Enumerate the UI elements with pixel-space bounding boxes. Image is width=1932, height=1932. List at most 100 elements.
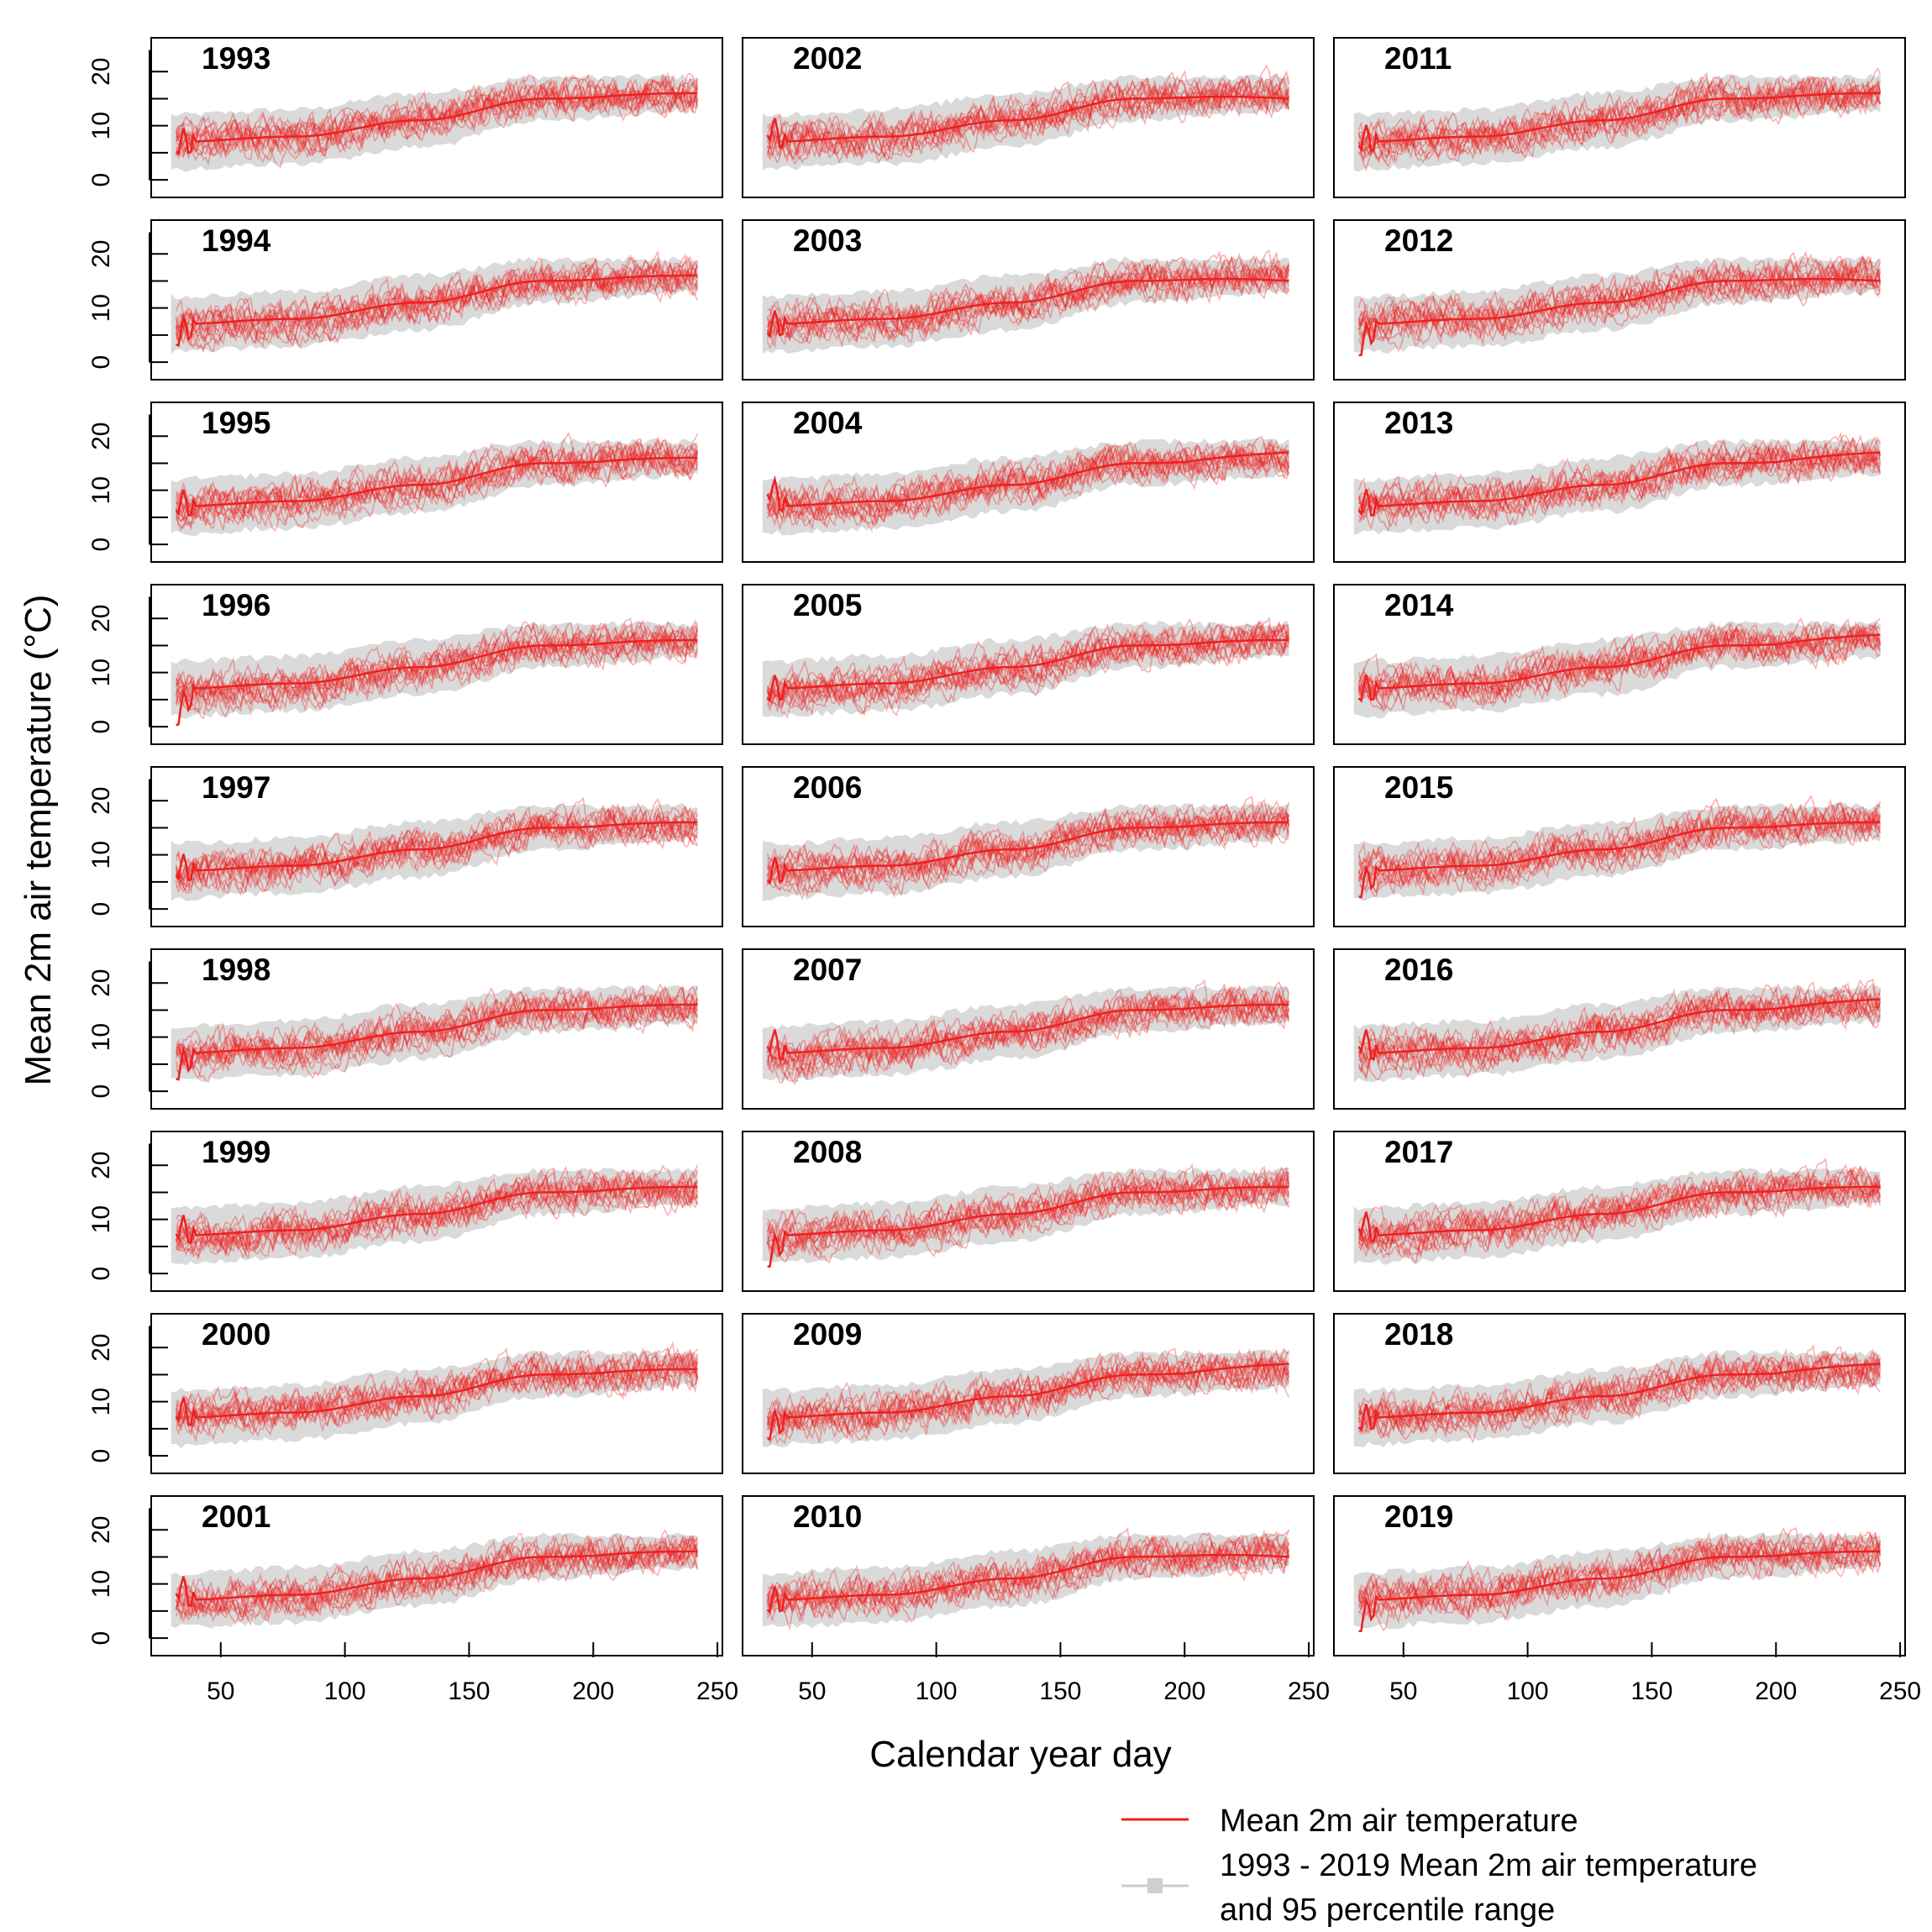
ensemble-trace	[175, 624, 698, 711]
y-tick-label: 10	[87, 112, 115, 139]
ensemble-trace	[176, 1171, 698, 1257]
ensemble-trace	[1357, 1167, 1882, 1266]
panel-2018: 2018	[1333, 1313, 1906, 1474]
ensemble-trace	[767, 1350, 1290, 1424]
ensemble-trace	[175, 1164, 699, 1252]
ensemble-trace	[175, 1537, 699, 1621]
ensemble-trace	[175, 987, 699, 1071]
panel-frame	[742, 1313, 1315, 1474]
ensemble-trace	[767, 1163, 1290, 1245]
mean-series	[1358, 1550, 1881, 1633]
ensemble-trace	[766, 249, 1290, 337]
ensemble-trace	[175, 798, 698, 891]
x-tick-label: 150	[448, 1677, 490, 1705]
ensemble-trace	[175, 1354, 699, 1443]
mean-series	[767, 1362, 1289, 1441]
ensemble-trace	[175, 808, 699, 895]
ensemble-trace	[1357, 1174, 1881, 1258]
panel-year-label: 2007	[793, 953, 862, 987]
ensemble-trace	[766, 438, 1289, 522]
ensemble-trace	[175, 258, 699, 345]
panel-frame	[742, 584, 1315, 745]
ensemble-trace	[175, 807, 699, 889]
x-tick-label: 50	[207, 1677, 234, 1705]
ensemble-trace	[1357, 76, 1881, 172]
y-tick-label: 20	[87, 1152, 115, 1179]
ensemble-trace	[1357, 804, 1881, 888]
ensemble-trace	[1357, 1354, 1882, 1435]
panel-year-label: 1999	[202, 1135, 270, 1169]
ensemble-trace	[175, 1352, 699, 1437]
panel-frame	[742, 948, 1315, 1110]
panel-frame	[150, 37, 723, 198]
ensemble-trace	[1357, 989, 1882, 1064]
x-tick-label: 250	[1288, 1677, 1330, 1705]
ensemble-trace	[175, 1350, 699, 1437]
ensemble-trace	[175, 1341, 699, 1428]
panel-2008: 2008	[742, 1131, 1315, 1292]
y-tick-label: 20	[87, 787, 115, 815]
ensemble-trace	[1357, 1164, 1881, 1245]
ensemble-trace	[766, 1352, 1290, 1435]
ensemble-trace	[176, 806, 699, 896]
panel-frame	[1333, 948, 1906, 1110]
ensemble-trace	[175, 1536, 699, 1622]
ensemble-trace	[175, 1537, 699, 1614]
ensemble-trace	[1357, 806, 1882, 888]
panel-frame	[742, 1495, 1315, 1656]
ensemble-trace	[1357, 77, 1882, 151]
panel-year-label: 2014	[1384, 588, 1454, 622]
y-tick-label: 0	[87, 1267, 115, 1281]
ensemble-trace	[176, 444, 699, 526]
panel-2001: 2001 0 10 20 50 100 150 200 250	[87, 1495, 738, 1705]
y-tick-label: 10	[87, 476, 115, 504]
y-tick-label: 10	[87, 1388, 115, 1415]
mean-series	[766, 638, 1289, 703]
panel-year-label: 2016	[1384, 953, 1453, 987]
ensemble-trace	[767, 800, 1290, 898]
ensemble-trace	[767, 1349, 1289, 1431]
mean-series	[767, 1185, 1289, 1268]
ensemble-trace	[767, 623, 1290, 705]
ensemble-trace	[175, 77, 699, 159]
mean-series	[766, 1003, 1289, 1061]
ensemble-trace	[767, 1535, 1289, 1617]
ensemble-trace	[175, 438, 699, 522]
ensemble-trace	[175, 77, 699, 155]
mean-series	[176, 1003, 698, 1081]
x-tick-label: 200	[572, 1677, 614, 1705]
panel-year-label: 2009	[793, 1317, 862, 1352]
ensemble-trace	[767, 76, 1290, 154]
ensemble-trace	[1357, 1532, 1882, 1614]
panel-2015: 2015	[1333, 766, 1906, 927]
panel-1993: 1993 0 10 20	[87, 37, 723, 198]
ensemble-trace	[1357, 1538, 1881, 1632]
ensemble-trace	[175, 254, 699, 352]
ensemble-trace	[1357, 1167, 1882, 1248]
ensemble-trace	[766, 1352, 1290, 1445]
ensemble-trace	[1357, 1533, 1882, 1615]
ensemble-trace	[175, 983, 699, 1056]
x-tick-label: 250	[1879, 1677, 1921, 1705]
ensemble-trace	[766, 442, 1290, 522]
ensemble-trace	[1357, 990, 1882, 1081]
x-tick-label: 200	[1163, 1677, 1205, 1705]
ensemble-trace	[766, 621, 1290, 716]
ensemble-trace	[1357, 1530, 1882, 1609]
ensemble-trace	[1357, 1169, 1882, 1257]
panel-frame	[1333, 37, 1906, 198]
ensemble-trace	[767, 991, 1290, 1078]
ensemble-trace	[176, 1534, 699, 1617]
ensemble-trace	[766, 1536, 1289, 1623]
y-tick-label: 20	[87, 58, 115, 86]
ensemble-trace	[1357, 805, 1882, 888]
mean-series	[1357, 92, 1881, 152]
ensemble-trace	[766, 77, 1290, 165]
ensemble-trace	[176, 263, 699, 339]
panel-year-label: 2017	[1384, 1135, 1453, 1169]
ensemble-trace	[766, 806, 1290, 882]
ensemble-trace	[767, 624, 1290, 704]
panel-year-label: 2002	[793, 41, 862, 76]
panel-year-label: 2013	[1384, 406, 1453, 440]
ensemble-trace	[766, 988, 1289, 1079]
